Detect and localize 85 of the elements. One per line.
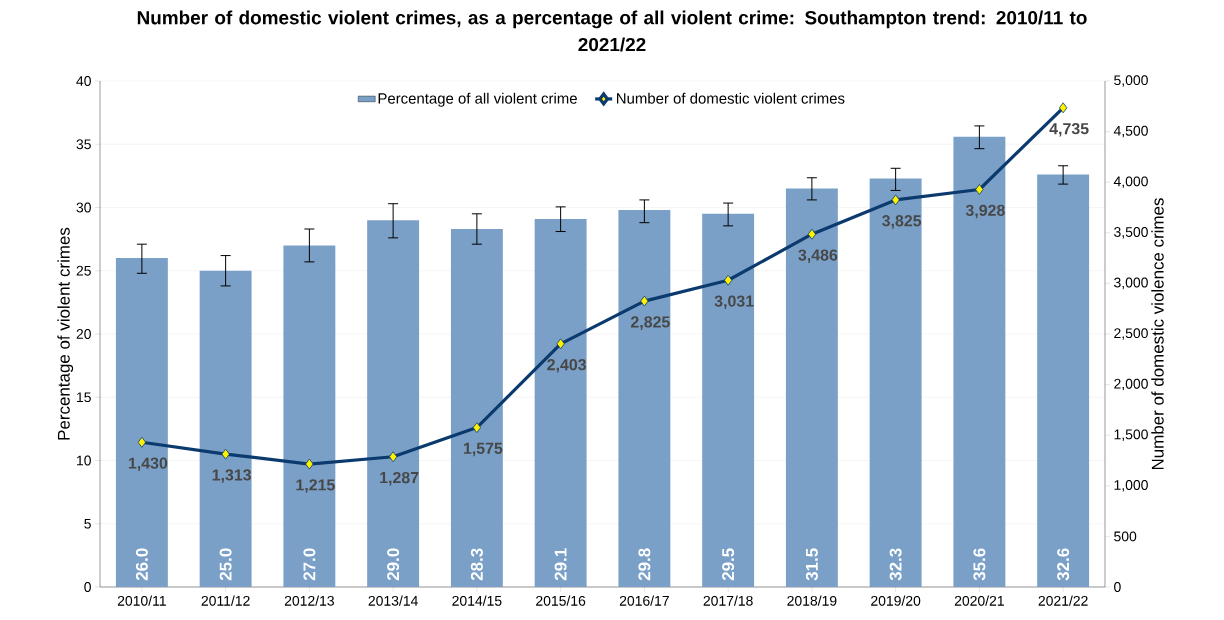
data-label: 1,575: [463, 442, 503, 457]
data-label: 25.0: [219, 548, 232, 581]
x-tick-label: 2020/21: [954, 595, 1004, 606]
x-tick-label: 2019/20: [871, 595, 921, 606]
y2-tick-label: 2,500: [1114, 328, 1148, 340]
bar: [115, 258, 168, 587]
data-label: 29.0: [387, 548, 400, 581]
bar: [1037, 174, 1090, 587]
y-tick-label: 40: [76, 76, 91, 86]
y2-axis-title: Number of domestic violence crimes: [1151, 198, 1164, 470]
y-tick-label: 20: [76, 329, 91, 339]
data-label: 1,430: [128, 457, 168, 472]
x-tick-label: 2021/22: [1038, 595, 1088, 606]
x-tick-label: 2016/17: [619, 595, 669, 606]
y2-tick-label: 0: [1114, 582, 1121, 592]
data-label: 3,825: [882, 215, 922, 229]
y2-tick-label: 4,000: [1113, 176, 1148, 188]
y-tick-label: 0: [84, 582, 91, 592]
point: [640, 295, 649, 307]
y-tick-label: 35: [76, 139, 91, 150]
chart-title: Number of domestic violent crimes, as a percentage of all violent crime: Southampton trend: 2010/11 to 2021/22: [137, 10, 1087, 52]
x-tick-label: 2013/14: [368, 595, 418, 606]
y2-tick-label: 1,500: [1114, 429, 1148, 441]
y2-tick-label: 3,000: [1114, 277, 1148, 290]
y2-tick-label: 500: [1114, 531, 1137, 542]
data-label: 29.5: [722, 548, 735, 581]
y-tick-label: 25: [76, 265, 91, 276]
y2-tick-label: 5,000: [1114, 75, 1148, 87]
point: [472, 422, 482, 434]
data-label: 35.6: [973, 548, 986, 581]
bar: [702, 213, 755, 587]
bar: [953, 136, 1006, 587]
bar: [450, 229, 503, 587]
x-tick-label: 2017/18: [703, 595, 753, 606]
data-label: 4,735: [1049, 123, 1089, 137]
data-label: 27.0: [303, 548, 316, 581]
data-label: 2,403: [547, 359, 586, 373]
point: [723, 274, 733, 286]
data-label: 32.6: [1057, 548, 1070, 581]
point: [556, 338, 565, 350]
legend-label: Number of domestic violent crimes: [617, 92, 845, 104]
y-tick-label: 10: [77, 455, 91, 466]
data-label: 3,928: [965, 204, 1005, 219]
y2-tick-label: 1,000: [1114, 480, 1148, 492]
point: [221, 448, 230, 460]
y2-tick-label: 3,500: [1114, 227, 1148, 239]
bar: [785, 188, 838, 587]
y-tick-label: 30: [76, 202, 91, 213]
point: [388, 451, 398, 463]
y2-tick-label: 2,000: [1114, 378, 1148, 391]
data-label: 2,825: [630, 316, 670, 330]
data-label: 1,313: [212, 469, 251, 483]
data-label: 31.5: [805, 548, 818, 581]
x-tick-label: 2010/11: [117, 595, 166, 606]
data-label: 1,215: [296, 479, 335, 493]
data-label: 3,486: [798, 249, 838, 264]
bar: [283, 245, 336, 587]
y-tick-label: 5: [84, 518, 91, 529]
point: [137, 436, 147, 448]
point: [807, 228, 817, 240]
y-axis-title: Percentage of violent crimes: [57, 227, 74, 440]
x-tick-label: 2011/12: [201, 595, 250, 606]
bar: [367, 220, 420, 587]
data-label: 28.3: [470, 548, 483, 581]
x-tick-label: 2018/19: [787, 595, 837, 606]
data-label: 26.0: [135, 548, 148, 581]
data-label: 1,287: [380, 471, 419, 486]
data-label: 32.3: [889, 548, 902, 581]
x-tick-label: 2012/13: [284, 595, 334, 606]
bar: [534, 218, 587, 587]
bar: [869, 178, 922, 587]
point: [975, 184, 984, 195]
point: [891, 194, 900, 206]
point: [1058, 102, 1068, 114]
data-label: 3,031: [714, 295, 754, 310]
x-tick-label: 2014/15: [452, 595, 502, 606]
data-label: 29.8: [638, 548, 651, 581]
y2-tick-label: 4,500: [1113, 125, 1148, 138]
data-label: 29.1: [554, 548, 567, 581]
legend-label: Percentage of all violent crime: [378, 92, 577, 107]
bar: [618, 210, 671, 587]
bar: [199, 270, 252, 587]
point: [305, 458, 314, 470]
y-tick-label: 15: [77, 392, 91, 403]
x-tick-label: 2015/16: [536, 595, 586, 606]
